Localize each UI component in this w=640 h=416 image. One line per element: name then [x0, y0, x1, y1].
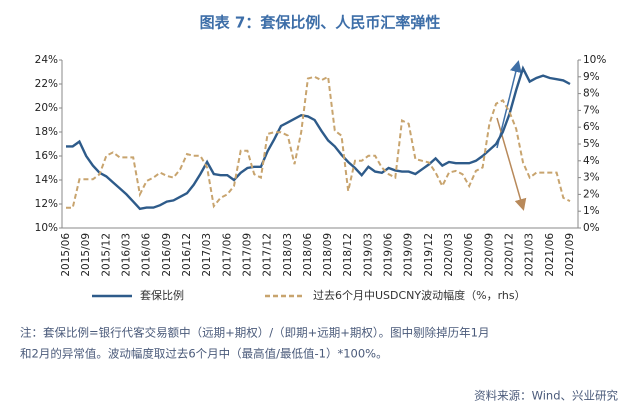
y2-tick-label: 9%: [583, 71, 600, 83]
y2-tick-label: 5%: [583, 138, 600, 150]
legend-label: 过去6个月中USDCNY波动幅度（%，rhs）: [313, 288, 526, 302]
x-tick-label: 2017/09: [241, 233, 253, 277]
x-tick-label: 2018/06: [302, 233, 314, 277]
x-tick-label: 2015/12: [100, 233, 112, 277]
series-line: [66, 75, 571, 209]
x-tick-label: 2021/09: [564, 233, 576, 277]
x-tick-label: 2019/06: [383, 233, 395, 277]
legend-label: 套保比例: [140, 288, 184, 302]
y-tick-label: 12%: [35, 198, 58, 210]
x-tick-label: 2019/03: [362, 233, 374, 277]
note: 注：套保比例=银行代客交易额中（远期+期权）/（即期+远期+期权）。图中剔除掉历…: [20, 326, 489, 340]
x-tick-label: 2018/09: [322, 233, 334, 277]
x-tick-label: 2016/03: [120, 233, 132, 277]
x-tick-label: 2021/06: [544, 233, 556, 277]
y-tick-label: 20%: [35, 102, 58, 114]
y-tick-label: 24%: [35, 54, 58, 66]
note: 和2月的异常值。波动幅度取过去6个月中（最高值/最低值-1）*100%。: [20, 347, 388, 361]
x-tick-label: 2020/03: [443, 233, 455, 277]
x-tick-label: 2017/03: [201, 233, 213, 277]
y2-tick-label: 4%: [583, 155, 600, 167]
y-tick-label: 14%: [35, 174, 58, 186]
y-tick-label: 16%: [35, 150, 58, 162]
y2-tick-label: 7%: [583, 104, 600, 116]
x-tick-label: 2017/06: [221, 233, 233, 277]
x-tick-label: 2020/12: [504, 233, 516, 277]
x-tick-label: 2018/12: [342, 233, 354, 277]
x-tick-label: 2016/06: [141, 233, 153, 277]
x-tick-label: 2019/09: [403, 233, 415, 277]
y-tick-label: 10%: [35, 222, 58, 234]
y2-tick-label: 10%: [583, 54, 606, 66]
y2-tick-label: 2%: [583, 188, 600, 200]
x-tick-label: 2016/09: [161, 233, 173, 277]
x-tick-label: 2017/12: [262, 233, 274, 277]
chart-title: 图表 7：套保比例、人民币汇率弹性: [200, 14, 441, 32]
y2-tick-label: 3%: [583, 172, 600, 184]
x-tick-label: 2018/03: [282, 233, 294, 277]
y-tick-label: 18%: [35, 126, 58, 138]
y2-tick-label: 8%: [583, 88, 600, 100]
x-tick-label: 2020/06: [463, 233, 475, 277]
y2-tick-label: 6%: [583, 121, 600, 133]
y-tick-label: 22%: [35, 78, 58, 90]
y2-tick-label: 1%: [583, 205, 600, 217]
x-tick-label: 2015/06: [60, 233, 72, 277]
annotation-arrow: [496, 117, 527, 211]
x-tick-label: 2019/12: [423, 233, 435, 277]
x-tick-label: 2015/09: [80, 233, 92, 277]
x-tick-label: 2020/09: [483, 233, 495, 277]
y2-tick-label: 0%: [583, 222, 600, 234]
x-tick-label: 2016/12: [181, 233, 193, 277]
x-tick-label: 2021/03: [524, 233, 536, 277]
source: 资料来源：Wind、兴业研究: [474, 389, 618, 403]
series-line: [66, 65, 571, 211]
